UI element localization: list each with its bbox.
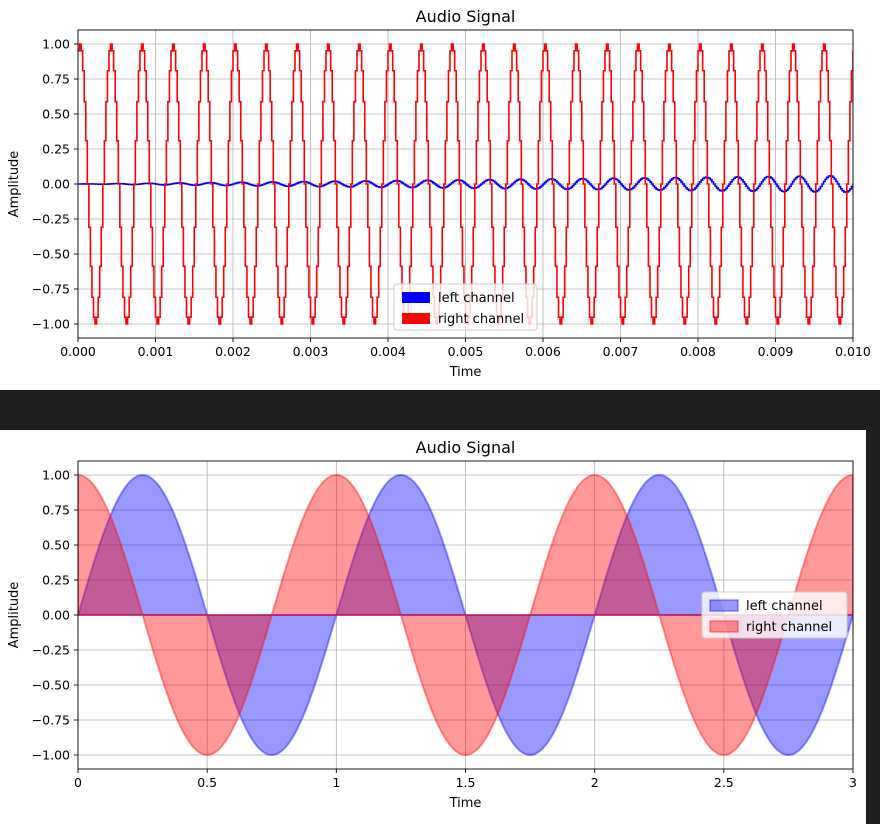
y-tick-label: −0.50 (32, 678, 70, 693)
y-tick-label: 0.75 (42, 72, 70, 87)
y-tick-label: −0.75 (32, 713, 70, 728)
x-tick-label: 2.5 (714, 775, 734, 790)
y-tick-label: 1.00 (42, 468, 70, 483)
x-tick-label: 0.001 (138, 344, 174, 359)
y-axis-label: Amplitude (7, 582, 22, 649)
legend-swatch (402, 313, 430, 324)
x-tick-label: 0.006 (525, 344, 561, 359)
x-tick-label: 0.004 (370, 344, 406, 359)
x-tick-label: 3 (849, 775, 857, 790)
y-tick-label: 1.00 (42, 37, 70, 52)
x-tick-label: 2 (591, 775, 599, 790)
y-tick-label: −1.00 (32, 748, 70, 763)
x-tick-label: 0.010 (835, 344, 871, 359)
audio-signal-chart-top: Audio Signal 0.000 0.001 0.002 0.003 0.004 0.0… (7, 7, 871, 380)
y-tick-label: 0.00 (42, 177, 70, 192)
x-tick-label: 0.009 (758, 344, 794, 359)
y-tick-label: −0.75 (32, 282, 70, 297)
legend-label: right channel (438, 312, 524, 327)
chart-title: Audio Signal (416, 438, 516, 457)
x-tick-label: 0.005 (448, 344, 484, 359)
x-tick-label: 0.002 (215, 344, 251, 359)
x-tick-label: 1.5 (456, 775, 476, 790)
legend-label: left channel (438, 291, 515, 306)
x-tick-label: 0.000 (60, 344, 96, 359)
series-line-left-channel (78, 175, 853, 194)
y-tick-label: 0.50 (42, 538, 70, 553)
x-tick-label: 0.003 (293, 344, 329, 359)
y-tick-label: −0.25 (32, 643, 70, 658)
legend-box (701, 591, 848, 639)
legend-swatch (709, 620, 739, 633)
y-tick-label: 0.75 (42, 503, 70, 518)
y-tick-label: −0.25 (32, 212, 70, 227)
legend: left channel right channel (393, 283, 538, 331)
chart-title: Audio Signal (416, 7, 516, 26)
chart-panel-bottom: Audio Signal 0 0.5 1 1.5 2 2.5 3 −1.00 −0.75 −0.50… (0, 430, 866, 824)
x-tick-label: 0.008 (680, 344, 716, 359)
y-tick-label: 0.25 (42, 142, 70, 157)
audio-signal-chart-bottom: Audio Signal 0 0.5 1 1.5 2 2.5 3 −1.00 −0.75 −0.50… (7, 438, 857, 811)
series-area-right-channel (78, 473, 853, 757)
legend-swatch (709, 599, 739, 612)
y-tick-label: 0.50 (42, 107, 70, 122)
x-axis-label: Time (449, 796, 482, 811)
y-tick-label: −1.00 (32, 317, 70, 332)
x-tick-label: 0.5 (197, 775, 217, 790)
y-tick-label: 0.25 (42, 573, 70, 588)
x-axis-label: Time (449, 365, 482, 380)
y-tick-label: −0.50 (32, 247, 70, 262)
legend-swatch (402, 292, 430, 303)
legend-label: right channel (746, 620, 832, 635)
y-axis-label: Amplitude (7, 151, 22, 218)
chart-panel-top: Audio Signal 0.000 0.001 0.002 0.003 0.004 0.0… (0, 0, 880, 390)
y-tick-label: 0.00 (42, 608, 70, 623)
x-tick-label: 0.007 (603, 344, 639, 359)
x-tick-label: 0 (74, 775, 82, 790)
x-tick-label: 1 (332, 775, 340, 790)
legend-label: left channel (746, 599, 823, 614)
legend: left channel right channel (701, 591, 848, 639)
